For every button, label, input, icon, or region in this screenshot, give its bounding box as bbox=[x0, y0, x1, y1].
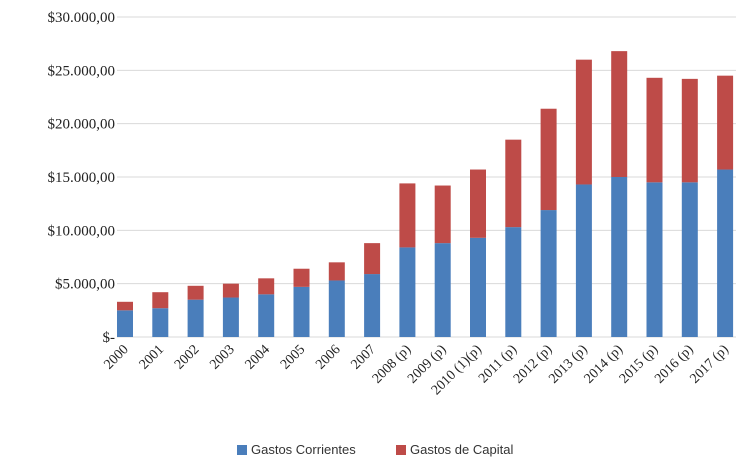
bar-capital bbox=[505, 139, 522, 228]
bar-corrientes bbox=[575, 184, 592, 337]
bar-corrientes bbox=[399, 247, 416, 337]
bar-capital bbox=[434, 185, 451, 244]
bar-corrientes bbox=[505, 227, 522, 337]
bar-corrientes bbox=[187, 299, 204, 337]
x-tick-label: 2002 bbox=[172, 342, 202, 372]
bar-capital bbox=[611, 51, 628, 178]
x-tick-label: 2004 bbox=[243, 342, 273, 372]
bar-corrientes bbox=[540, 210, 557, 337]
y-tick-label: $10.000,00 bbox=[48, 223, 116, 239]
x-tick-label: 2000 bbox=[101, 342, 131, 372]
bar-capital bbox=[293, 268, 310, 287]
y-axis: $- $5.000,00 $10.000,00 $15.000,00 $20.000,0… bbox=[48, 10, 116, 346]
y-tick-label: $15.000,00 bbox=[48, 170, 116, 186]
x-tick-label: 2017 (p) bbox=[688, 342, 733, 387]
bar-capital bbox=[646, 77, 663, 183]
bar-capital bbox=[399, 183, 416, 248]
legend-label: Gastos de Capital bbox=[410, 442, 513, 457]
legend-swatch bbox=[396, 445, 406, 455]
bar-corrientes bbox=[611, 177, 628, 337]
bar-capital bbox=[575, 59, 592, 185]
x-tick-label: 2007 bbox=[349, 342, 379, 372]
bar-capital bbox=[681, 78, 698, 183]
bar-capital bbox=[152, 292, 169, 309]
gridlines bbox=[117, 16, 736, 338]
bar-corrientes bbox=[117, 310, 133, 337]
y-tick-label: $- bbox=[103, 330, 116, 346]
bar-capital bbox=[187, 285, 204, 300]
y-tick-label: $5.000,00 bbox=[55, 277, 115, 293]
bar-corrientes bbox=[646, 182, 663, 337]
bar-corrientes bbox=[152, 308, 169, 337]
bar-corrientes bbox=[258, 294, 275, 337]
x-tick-label: 2003 bbox=[207, 342, 237, 372]
bar-corrientes bbox=[222, 297, 239, 337]
bar-capital bbox=[717, 75, 734, 170]
bar-capital bbox=[364, 243, 381, 275]
bar-corrientes bbox=[470, 237, 486, 337]
y-tick-label: $25.000,00 bbox=[48, 63, 116, 79]
bar-corrientes bbox=[364, 274, 381, 337]
bar-corrientes bbox=[434, 243, 451, 337]
x-tick-label: 2006 bbox=[313, 342, 343, 372]
bar-capital bbox=[222, 283, 239, 298]
y-tick-label: $20.000,00 bbox=[48, 117, 116, 133]
legend: Gastos Corrientes Gastos de Capital bbox=[237, 442, 513, 457]
bar-capital bbox=[470, 169, 486, 238]
bars bbox=[117, 51, 734, 337]
bar-corrientes bbox=[328, 280, 345, 337]
bar-capital bbox=[258, 278, 275, 295]
legend-label: Gastos Corrientes bbox=[251, 442, 356, 457]
bar-corrientes bbox=[717, 169, 734, 337]
x-tick-label: 2005 bbox=[278, 342, 308, 372]
x-tick-label: 2001 bbox=[137, 342, 167, 372]
legend-swatch bbox=[237, 445, 247, 455]
y-tick-label: $30.000,00 bbox=[48, 10, 116, 26]
bar-corrientes bbox=[681, 182, 698, 337]
bar-corrientes bbox=[293, 286, 310, 337]
bar-capital bbox=[117, 301, 133, 311]
bar-capital bbox=[540, 108, 557, 211]
bar-capital bbox=[328, 262, 345, 281]
